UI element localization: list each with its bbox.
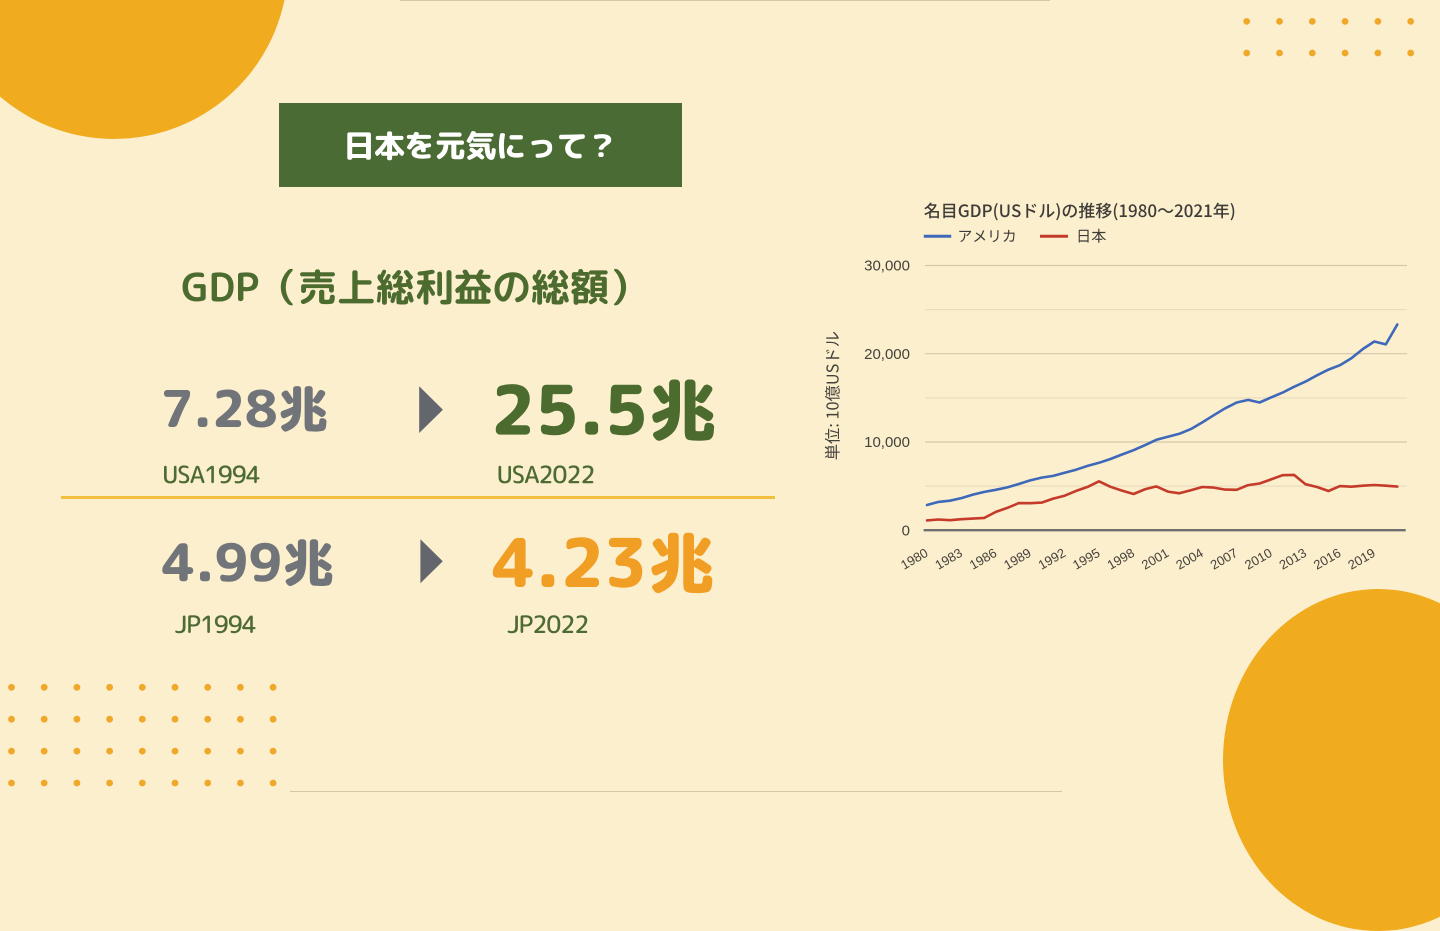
svg-text:1995: 1995 [1070, 545, 1103, 572]
svg-text:2007: 2007 [1208, 545, 1241, 572]
svg-text:20,000: 20,000 [864, 346, 910, 363]
svg-text:2019: 2019 [1345, 545, 1378, 572]
svg-text:2010: 2010 [1242, 545, 1275, 572]
svg-text:1998: 1998 [1104, 545, 1137, 572]
svg-text:1986: 1986 [967, 545, 1000, 572]
svg-text:1980: 1980 [898, 545, 931, 572]
svg-text:30,000: 30,000 [864, 258, 910, 275]
svg-text:10,000: 10,000 [864, 434, 910, 451]
svg-text:2004: 2004 [1173, 545, 1206, 572]
svg-text:1983: 1983 [932, 545, 965, 572]
svg-text:2016: 2016 [1311, 545, 1344, 572]
svg-text:1992: 1992 [1036, 545, 1069, 572]
svg-text:2013: 2013 [1276, 545, 1309, 572]
svg-text:2001: 2001 [1139, 545, 1172, 572]
svg-text:0: 0 [902, 522, 910, 539]
svg-text:1989: 1989 [1001, 545, 1034, 572]
